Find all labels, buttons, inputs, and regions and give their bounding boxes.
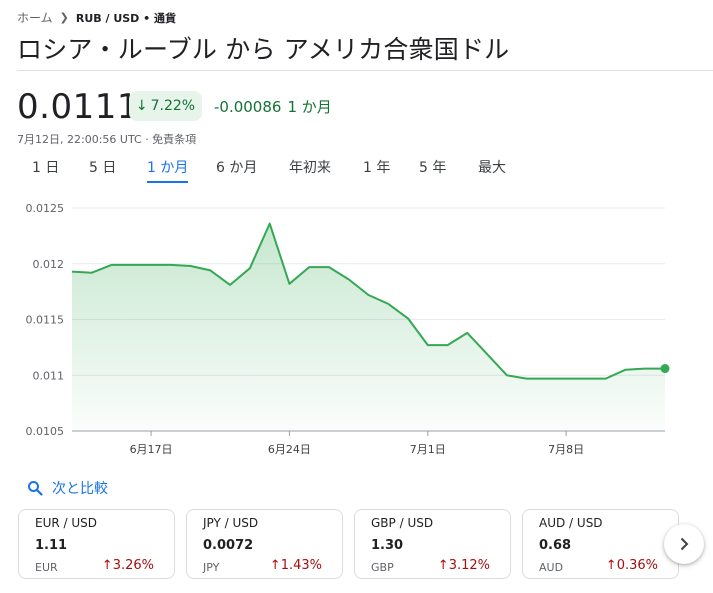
arrow-up-icon: ↑ [605, 558, 617, 573]
card-change-value: 1.43% [280, 558, 322, 573]
card-change-value: 3.26% [112, 558, 154, 573]
tab-range-3[interactable]: 6 か月 [216, 160, 258, 176]
currency-card-aud[interactable]: AUD / USD 0.68 AUD ↑0.36% [522, 509, 679, 579]
y-tick-label: 0.012 [33, 258, 65, 271]
tab-range-4[interactable]: 年初来 [289, 160, 331, 176]
current-price: 0.0111 [17, 87, 139, 127]
card-value: 1.11 [35, 538, 68, 553]
timestamp-disclaimer: 7月12日, 22:00:56 UTC · 免責条項 [17, 133, 197, 146]
price-series-line [71, 222, 665, 380]
tab-range-0[interactable]: 1 日 [32, 160, 60, 176]
breadcrumb-home-link[interactable]: ホーム [17, 11, 53, 25]
y-tick-label: 0.011 [33, 369, 65, 382]
x-tick-label: 6月24日 [268, 443, 311, 456]
change-absolute-value: -0.00086 [214, 98, 282, 116]
price-area-fill [72, 223, 665, 431]
card-value: 0.0072 [203, 538, 254, 553]
y-tick-label: 0.0105 [26, 425, 65, 438]
chevron-right-icon [680, 537, 689, 551]
currency-card-jpy[interactable]: JPY / USD 0.0072 JPY ↑1.43% [186, 509, 343, 579]
x-tick-label: 6月17日 [130, 443, 173, 456]
compare-label: 次と比較 [52, 481, 108, 497]
card-pair: EUR / USD [35, 516, 98, 530]
chevron-right-icon: ❯ [59, 11, 69, 24]
tab-range-1[interactable]: 5 日 [89, 160, 117, 176]
card-change: ↑0.36% [606, 558, 658, 573]
arrow-up-icon: ↑ [269, 558, 281, 573]
card-change-value: 3.12% [448, 558, 490, 573]
card-value: 0.68 [539, 538, 572, 553]
x-tick-label: 7月1日 [410, 443, 446, 456]
latest-point-marker [660, 364, 670, 374]
card-change: ↑3.26% [102, 558, 154, 573]
y-tick-label: 0.0115 [26, 314, 65, 327]
card-code: GBP [371, 561, 394, 574]
card-code: EUR [35, 561, 58, 574]
tab-range-2[interactable]: 1 か月 [147, 157, 189, 183]
card-change: ↑3.12% [438, 558, 490, 573]
breadcrumb-current: RUB / USD • 通貨 [75, 11, 176, 25]
search-icon [28, 481, 43, 496]
card-change-value: 0.36% [616, 558, 658, 573]
change-percent-badge: ↓ 7.22% [129, 91, 202, 121]
currency-card-eur[interactable]: EUR / USD 1.11 EUR ↑3.26% [18, 509, 175, 579]
divider [17, 70, 713, 71]
breadcrumb: ホーム ❯ RUB / USD • 通貨 [17, 9, 176, 26]
arrow-down-icon: ↓ [135, 98, 148, 114]
next-cards-button[interactable] [664, 524, 704, 564]
arrow-up-icon: ↑ [437, 558, 449, 573]
tab-range-7[interactable]: 最大 [478, 160, 506, 176]
card-code: JPY [203, 561, 220, 574]
arrow-up-icon: ↑ [101, 558, 113, 573]
price-chart[interactable]: 0.0125 0.012 0.0115 0.011 0.0105 6月17日 6月24日 7月… [0, 190, 713, 462]
compare-button[interactable]: 次と比較 [27, 478, 108, 498]
tab-range-6[interactable]: 5 年 [419, 160, 447, 176]
page-title: ロシア・ルーブル から アメリカ合衆国ドル [17, 35, 510, 64]
change-period: 1 か月 [287, 98, 332, 116]
card-pair: JPY / USD [203, 516, 259, 530]
x-tick-label: 7月8日 [548, 443, 584, 456]
change-percent-value: 7.22% [150, 98, 196, 114]
change-absolute: -0.00086 1 か月 [214, 96, 332, 117]
currency-card-gbp[interactable]: GBP / USD 1.30 GBP ↑3.12% [354, 509, 511, 579]
card-pair: AUD / USD [539, 516, 603, 530]
card-code: AUD [539, 561, 564, 574]
y-tick-label: 0.0125 [26, 202, 65, 215]
card-pair: GBP / USD [371, 516, 434, 530]
tab-range-5[interactable]: 1 年 [363, 160, 391, 176]
card-value: 1.30 [371, 538, 404, 553]
card-change: ↑1.43% [270, 558, 322, 573]
